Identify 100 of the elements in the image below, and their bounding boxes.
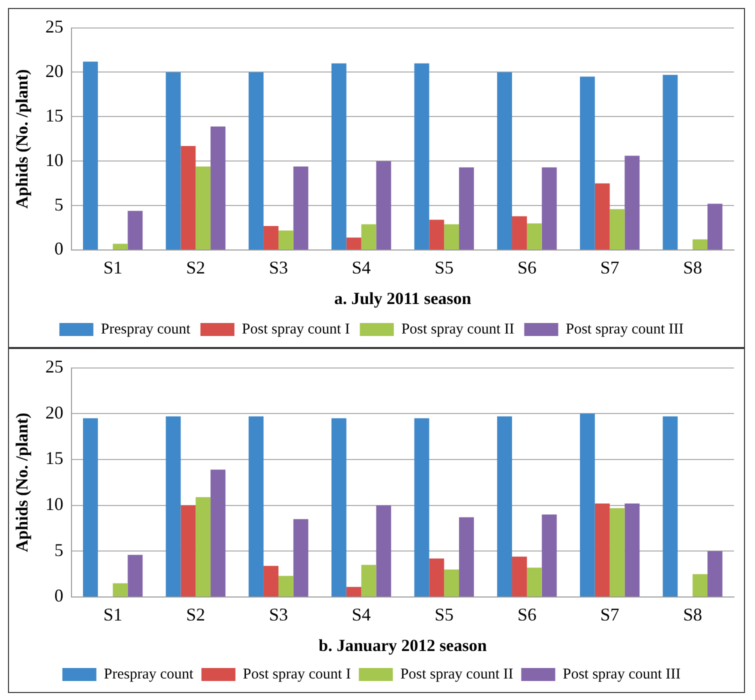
bar xyxy=(82,62,98,250)
bar xyxy=(580,76,595,250)
bar xyxy=(293,166,308,250)
bar xyxy=(526,568,542,596)
bar xyxy=(128,554,143,596)
y-tick-label: 25 xyxy=(45,16,64,37)
bar xyxy=(542,167,557,250)
bar xyxy=(459,517,474,596)
legend-label: Post spray count II xyxy=(401,321,514,338)
bar xyxy=(610,508,625,596)
bar xyxy=(361,224,376,250)
legend-label: Prespray count xyxy=(104,666,194,682)
x-tick-label: S1 xyxy=(103,604,122,625)
x-tick-label: S5 xyxy=(434,258,454,278)
x-tick-label: S6 xyxy=(517,604,536,625)
y-axis-title: Aphids (No. /plant) xyxy=(12,412,32,552)
legend-label: Post spray count II xyxy=(400,666,514,682)
x-tick-label: S8 xyxy=(683,258,702,278)
bar xyxy=(497,416,512,596)
bar xyxy=(429,220,444,250)
y-tick-label: 25 xyxy=(45,356,64,377)
x-tick-label: S3 xyxy=(268,258,288,278)
bar xyxy=(278,576,294,596)
bar xyxy=(196,497,211,596)
bar xyxy=(166,72,181,250)
y-tick-label: 20 xyxy=(45,60,64,81)
x-tick-label: S8 xyxy=(683,604,702,625)
bar xyxy=(248,72,264,250)
x-tick-label: S1 xyxy=(103,258,122,278)
bar xyxy=(459,167,474,250)
x-tick-label: S4 xyxy=(352,604,371,625)
bar xyxy=(346,586,362,596)
legend-label: Prespray count xyxy=(100,321,192,338)
bar xyxy=(180,505,196,596)
legend-label: Post spray count I xyxy=(242,321,350,338)
y-tick-label: 10 xyxy=(45,494,64,514)
bar xyxy=(497,72,512,250)
bar xyxy=(444,569,460,596)
bar xyxy=(542,514,557,596)
bar xyxy=(82,418,98,596)
legend-label: Post spray count III xyxy=(562,666,681,682)
bar xyxy=(196,166,211,250)
bar xyxy=(707,551,722,596)
bar xyxy=(526,223,542,250)
bar xyxy=(210,126,226,250)
bar xyxy=(414,63,430,250)
bar xyxy=(361,564,376,596)
bar xyxy=(662,416,678,596)
bar xyxy=(112,244,128,250)
bar xyxy=(293,519,308,596)
bar xyxy=(331,63,346,250)
bar xyxy=(278,230,294,250)
y-axis-title: Aphids (No. /plant) xyxy=(12,69,32,209)
bar xyxy=(594,503,610,596)
bar xyxy=(248,416,264,596)
bar xyxy=(429,558,444,596)
x-tick-label: S2 xyxy=(186,258,206,278)
y-tick-label: 15 xyxy=(45,105,64,126)
legend-label: Post spray count I xyxy=(242,666,351,682)
y-tick-label: 15 xyxy=(45,448,64,468)
bar xyxy=(264,566,278,596)
bar xyxy=(692,574,708,596)
x-tick-label: S7 xyxy=(600,258,620,278)
bar xyxy=(112,583,128,596)
x-tick-label: S6 xyxy=(517,258,536,278)
bar xyxy=(707,204,722,250)
bar xyxy=(166,416,181,596)
bar xyxy=(376,161,392,250)
bar xyxy=(210,470,226,596)
legend-label: Post spray count III xyxy=(566,321,684,338)
bar xyxy=(414,418,430,596)
bar xyxy=(594,183,610,250)
bar xyxy=(512,216,527,250)
bar xyxy=(610,209,625,250)
x-tick-label: S5 xyxy=(434,604,454,625)
x-tick-label: S4 xyxy=(352,258,371,278)
x-tick-label: S2 xyxy=(186,604,206,625)
y-tick-label: 0 xyxy=(54,586,64,606)
x-axis-title: b. January 2012 season xyxy=(318,636,488,656)
bar xyxy=(662,74,678,250)
y-tick-label: 5 xyxy=(54,540,64,560)
bar xyxy=(580,414,595,596)
y-tick-label: 0 xyxy=(54,238,64,259)
bar xyxy=(180,146,196,250)
y-tick-label: 20 xyxy=(45,402,64,422)
bar xyxy=(624,503,640,596)
x-tick-label: S7 xyxy=(600,604,620,625)
bar xyxy=(512,556,527,596)
bar xyxy=(128,210,143,250)
bar xyxy=(444,224,460,250)
bar xyxy=(346,238,362,250)
bar xyxy=(264,226,278,250)
y-tick-label: 5 xyxy=(54,194,64,214)
y-tick-label: 10 xyxy=(45,150,64,170)
bar xyxy=(331,418,346,596)
x-axis-title: a. July 2011 season xyxy=(334,289,472,308)
bar xyxy=(692,239,708,250)
bar xyxy=(624,156,640,250)
bar xyxy=(376,505,392,596)
x-tick-label: S3 xyxy=(268,604,288,625)
